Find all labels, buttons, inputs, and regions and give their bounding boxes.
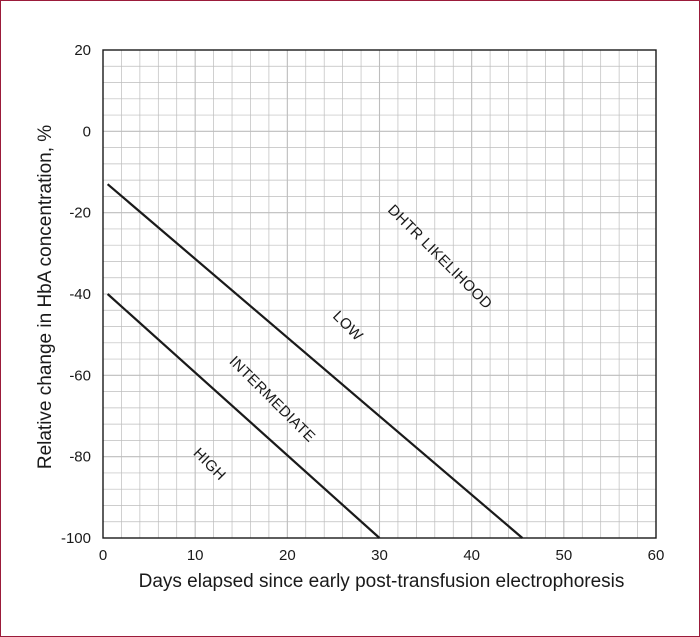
region-label: DHTR LIKELIHOOD: [384, 201, 495, 312]
major-grid: [103, 50, 656, 538]
y-tick-label: -40: [69, 286, 91, 303]
x-tick-label: 60: [648, 547, 665, 564]
x-tick-label: 30: [371, 547, 388, 564]
series-layer: [106, 183, 524, 539]
y-tick-label: -80: [69, 449, 91, 466]
x-tick-label: 20: [279, 547, 296, 564]
y-tick-label: 0: [83, 123, 91, 140]
x-tick-label: 50: [555, 547, 572, 564]
region-label: INTERMEDIATE: [226, 353, 319, 446]
y-tick-label: -100: [61, 530, 91, 547]
x-tick-label: 10: [187, 547, 204, 564]
series-line-2: [106, 293, 381, 539]
y-tick-label: -20: [69, 205, 91, 222]
x-tick-label: 40: [463, 547, 480, 564]
y-axis-label: Relative change in HbA concentration, %: [35, 125, 56, 469]
y-tick-label: 20: [74, 42, 91, 59]
tick-labels: 0 10 20 30 40 50 60 20 0 -20 -40 -60 -80 -100: [61, 42, 664, 564]
y-tick-label: -60: [69, 367, 91, 384]
x-tick-label: 0: [99, 547, 107, 564]
x-axis-label: Days elapsed since early post-transfusio…: [139, 571, 625, 592]
series-line-1: [106, 183, 524, 539]
